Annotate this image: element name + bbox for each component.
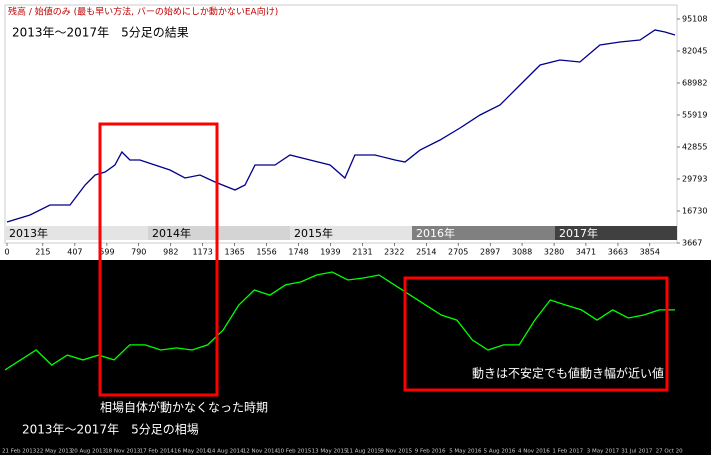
y-tick-label: 29793 [682, 175, 707, 184]
x-tick-label: 21 Feb 2013 [2, 449, 37, 455]
top-background [0, 0, 711, 260]
chart-subtitle: 残高 / 始値のみ (最も早い方法, バーの始めにしか動かないEA向け) [8, 6, 278, 18]
x-tick-label: 3854 [640, 248, 660, 257]
annotation: 動きは不安定でも値動き幅が近い値 [472, 366, 664, 381]
x-tick-label: 2514 [416, 248, 436, 257]
period-label: 2016年 [416, 226, 455, 240]
x-tick-label: 9 Feb 2016 [415, 449, 446, 455]
x-tick-label: 3280 [544, 248, 564, 257]
x-tick-label: 3088 [512, 248, 532, 257]
y-tick-label: 82045 [682, 47, 707, 56]
x-tick-label: 1939 [320, 248, 340, 257]
x-tick-label: 1 Feb 2017 [552, 449, 583, 455]
x-tick-label: 2897 [480, 248, 500, 257]
x-tick-label: 14 Aug 2014 [208, 449, 244, 455]
x-tick-label: 3 May 2017 [587, 449, 620, 455]
x-tick-label: 790 [131, 248, 146, 257]
period-band [148, 226, 290, 240]
period-label: 2015年 [294, 226, 333, 240]
x-tick-label: 18 Nov 2013 [105, 449, 141, 455]
x-tick-label: 16 May 2014 [174, 449, 210, 455]
period-label: 2013年 [9, 226, 48, 240]
x-tick-label: 11 Aug 2015 [346, 449, 382, 455]
x-tick-label: 1173 [192, 248, 212, 257]
y-tick-label: 3667 [682, 239, 702, 248]
x-tick-label: 12 Nov 2014 [243, 449, 279, 455]
x-tick-label: 22 May 2013 [36, 449, 72, 455]
chart-title: 2013年～2017年 5分足の結果 [12, 26, 189, 40]
y-tick-label: 68982 [682, 79, 707, 88]
period-label: 2017年 [559, 226, 598, 240]
x-tick-label: 1556 [256, 248, 276, 257]
highlight-box [403, 276, 669, 392]
x-tick-label: 1748 [288, 248, 308, 257]
x-tick-label: 3471 [576, 248, 596, 257]
x-tick-label: 599 [99, 248, 114, 257]
x-tick-label: 2705 [448, 248, 468, 257]
x-tick-label: 20 Aug 2013 [71, 449, 107, 455]
top-frame [4, 4, 678, 244]
x-tick-label: 5 May 2016 [449, 449, 482, 455]
highlight-box [98, 122, 219, 397]
period-band [290, 226, 412, 240]
data-line [4, 271, 675, 371]
period-band [555, 226, 677, 240]
x-tick-label: 2322 [384, 248, 404, 257]
x-tick-label: 2131 [352, 248, 372, 257]
period-band [412, 226, 555, 240]
y-tick-label: 95108 [682, 15, 707, 24]
bottom-background [0, 260, 711, 455]
x-tick-label: 13 May 2015 [312, 449, 348, 455]
x-tick-label: 10 Feb 2015 [277, 449, 312, 455]
x-tick-label: 407 [67, 248, 82, 257]
y-tick-label: 16730 [682, 207, 707, 216]
period-band [5, 226, 148, 240]
data-line [6, 29, 676, 223]
y-tick-label: 42855 [682, 143, 707, 152]
x-tick-label: 27 Oct 20 [656, 449, 684, 455]
annotation: 相場自体が動かなくなった時期 [100, 400, 268, 415]
x-tick-label: 982 [163, 248, 178, 257]
x-tick-label: 9 Nov 2015 [380, 449, 412, 455]
x-tick-label: 4 Nov 2016 [518, 449, 550, 455]
x-tick-label: 5 Aug 2016 [484, 449, 516, 455]
x-tick-label: 31 Jul 2017 [621, 449, 653, 455]
x-tick-label: 0 [4, 248, 9, 257]
x-tick-label: 17 Feb 2014 [140, 449, 175, 455]
x-tick-label: 215 [35, 248, 50, 257]
x-tick-label: 3663 [608, 248, 628, 257]
y-tick-label: 55919 [682, 111, 707, 120]
period-label: 2014年 [152, 226, 191, 240]
x-tick-label: 1365 [224, 248, 244, 257]
chart-title: 2013年～2017年 5分足の相場 [22, 423, 199, 437]
